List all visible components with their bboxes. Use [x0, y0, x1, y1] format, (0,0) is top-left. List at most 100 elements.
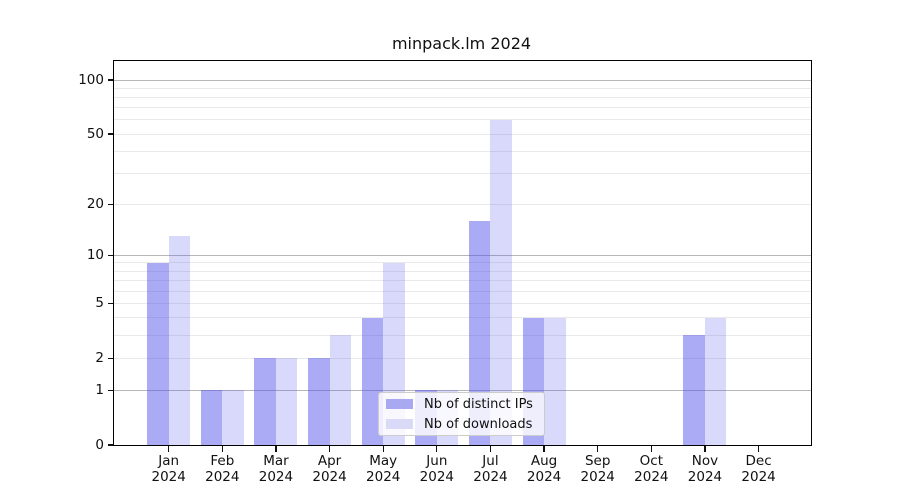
x-tick-month: Jun: [426, 453, 448, 469]
legend: Nb of distinct IPs Nb of downloads: [378, 392, 545, 436]
major-gridline: [114, 254, 811, 256]
minor-gridline: [114, 334, 811, 336]
minor-gridline: [114, 270, 811, 272]
minor-gridline: [114, 203, 811, 205]
x-tick-month: Sep: [584, 453, 611, 469]
y-axis-tick: [107, 357, 113, 359]
y-axis-tick: [107, 133, 113, 135]
y-tick-label: 20: [86, 196, 104, 213]
y-axis-tick: [107, 302, 113, 304]
x-axis-tick: [757, 446, 760, 452]
minor-gridline: [114, 96, 811, 98]
minor-gridline: [114, 317, 811, 319]
plot-area: 0 1 2 5 10 20 50 100 Jan 2024 Feb 2024 Mar 2024 Apr 202…: [78, 60, 812, 485]
minor-gridline: [114, 302, 811, 304]
y-tick-label: 10: [86, 247, 104, 264]
minor-gridline: [114, 133, 811, 135]
bar-ips-feb: [200, 390, 223, 445]
x-tick-month: Jul: [482, 453, 499, 469]
x-tick-year: 2024: [580, 469, 615, 485]
x-tick-label: Jun 2024: [407, 453, 467, 485]
minor-gridline: [114, 290, 811, 292]
bar-downloads-jul: [490, 119, 512, 445]
y-tick-label: 100: [78, 72, 104, 88]
minor-gridline: [114, 262, 811, 264]
legend-row: Nb of distinct IPs: [379, 396, 544, 413]
x-tick-label: Jan 2024: [139, 453, 199, 485]
x-tick-year: 2024: [473, 469, 508, 485]
x-tick-label: Mar 2024: [246, 453, 306, 485]
y-tick-label: 1: [95, 382, 104, 399]
major-gridline: [114, 79, 811, 81]
x-tick-year: 2024: [366, 469, 401, 485]
x-tick-year: 2024: [741, 469, 776, 485]
bar-downloads-apr: [329, 335, 352, 445]
x-tick-month: Apr: [317, 453, 342, 469]
minor-gridline: [114, 172, 811, 174]
bar-downloads-aug: [544, 317, 566, 445]
minor-gridline: [114, 107, 811, 109]
bar-ips-nov: [683, 335, 705, 445]
x-tick-month: Dec: [745, 453, 772, 469]
x-axis-tick: [650, 446, 652, 452]
x-tick-label: Jul 2024: [460, 453, 520, 485]
y-axis-tick: [107, 389, 113, 391]
x-tick-label: May 2024: [353, 453, 413, 485]
x-axis-tick: [704, 446, 706, 452]
y-tick-label: 5: [95, 295, 104, 312]
y-axis-tick: [107, 254, 113, 256]
x-tick-label: Aug 2024: [514, 453, 574, 485]
x-tick-label: Feb 2024: [192, 453, 252, 485]
bar-downloads-mar: [275, 358, 298, 445]
legend-label: Nb of distinct IPs: [424, 396, 533, 412]
y-tick-label: 0: [95, 437, 104, 453]
y-axis-tick: [107, 203, 113, 205]
x-tick-year: 2024: [205, 469, 240, 485]
x-tick-label: Dec 2024: [729, 453, 789, 485]
x-axis-tick: [221, 446, 223, 452]
x-tick-year: 2024: [419, 469, 454, 485]
minor-gridline: [114, 119, 811, 121]
y-tick-label: 50: [86, 126, 104, 143]
bar-ips-may: [361, 317, 384, 445]
x-axis-tick: [328, 446, 331, 452]
y-tick-label: 2: [95, 350, 104, 367]
x-tick-month: Oct: [639, 453, 663, 469]
x-axis-tick: [489, 446, 492, 452]
chart-title: minpack.lm 2024: [391, 34, 532, 53]
bar-downloads-nov: [704, 317, 727, 445]
x-axis-tick: [543, 446, 545, 452]
x-tick-month: Mar: [263, 453, 289, 469]
x-axis-tick: [436, 446, 438, 452]
x-tick-month: Feb: [210, 453, 235, 469]
x-tick-label: Sep 2024: [568, 453, 628, 485]
x-tick-label: Apr 2024: [300, 453, 360, 485]
minor-gridline: [114, 280, 811, 282]
minor-gridline: [114, 150, 811, 152]
x-tick-year: 2024: [312, 469, 347, 485]
x-tick-year: 2024: [526, 469, 562, 485]
minor-gridline: [114, 357, 811, 359]
bar-ips-mar: [254, 358, 276, 445]
major-gridline: [114, 389, 811, 391]
bar-downloads-feb: [222, 390, 244, 445]
x-tick-month: Nov: [691, 453, 719, 469]
legend-row: Nb of downloads: [379, 416, 544, 433]
x-tick-month: Aug: [530, 453, 558, 469]
x-axis-tick: [597, 446, 599, 452]
x-tick-label: Nov 2024: [675, 453, 735, 485]
x-axis-tick: [382, 446, 384, 452]
y-axis-tick: [107, 79, 113, 81]
legend-label: Nb of downloads: [424, 416, 533, 432]
bar-ips-jan: [147, 262, 169, 445]
x-tick-month: May: [369, 453, 398, 469]
x-tick-month: Jan: [158, 453, 180, 469]
x-tick-year: 2024: [634, 469, 669, 485]
x-axis-tick: [168, 446, 170, 452]
minor-gridline: [114, 87, 811, 89]
x-tick-year: 2024: [687, 469, 723, 485]
legend-swatch-ips: [386, 398, 413, 410]
x-axis-tick: [275, 446, 277, 452]
x-tick-label: Oct 2024: [621, 453, 681, 485]
x-tick-year: 2024: [151, 469, 186, 485]
